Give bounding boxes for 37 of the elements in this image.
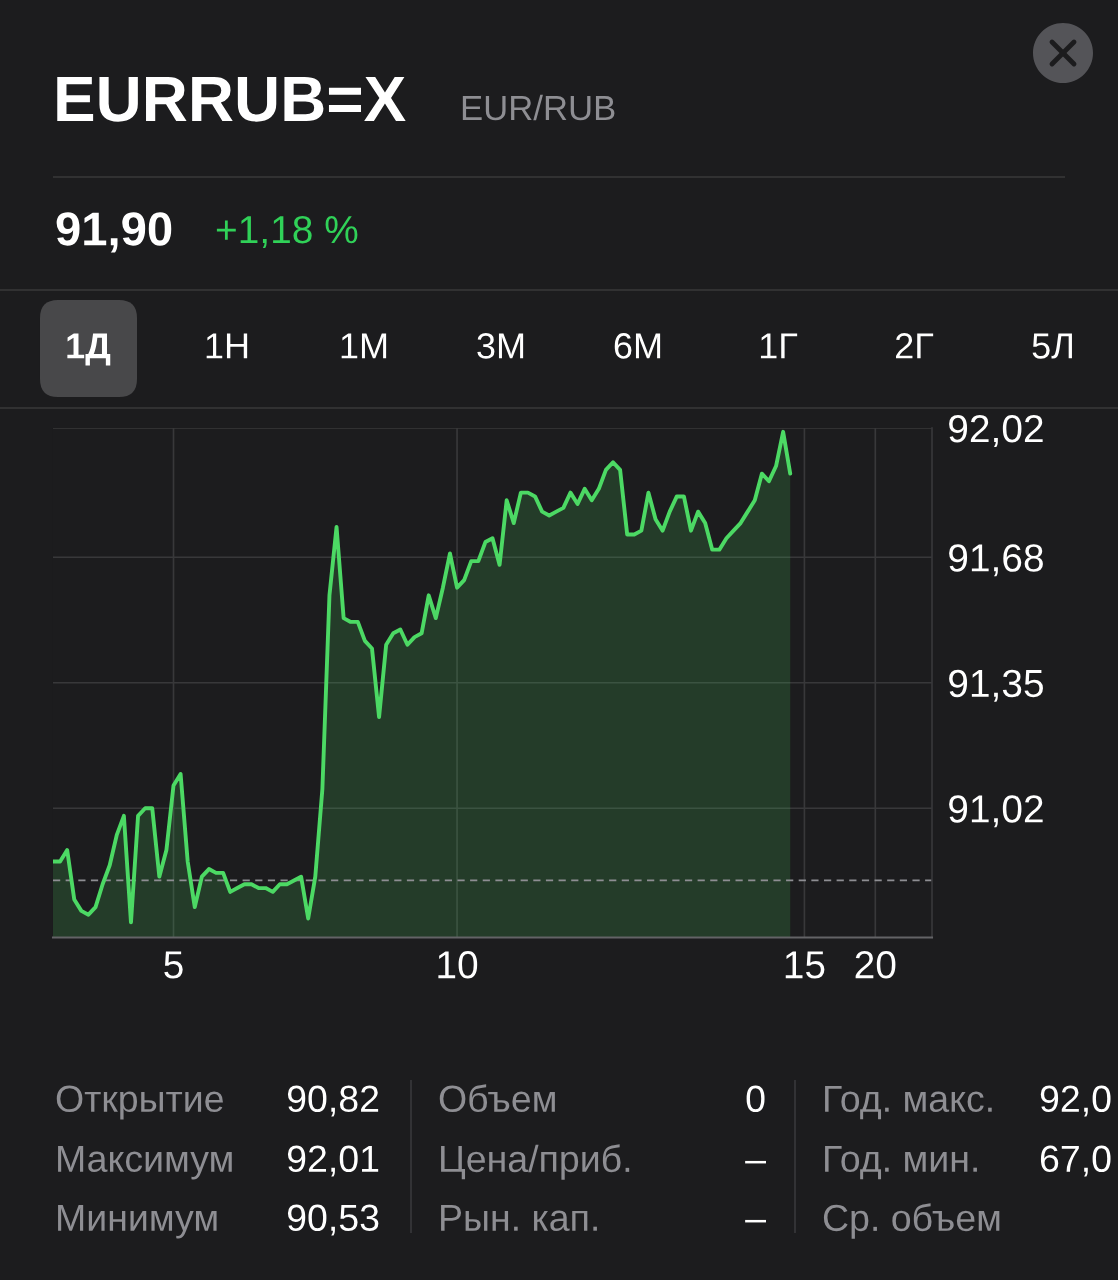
- x-tick-label: 20: [855, 951, 896, 979]
- text: 90,53: [287, 1204, 379, 1236]
- text: 1Н: [206, 333, 248, 359]
- chart-subtitle: EUR/RUB: [462, 94, 615, 121]
- y-tick-label: 91,68: [949, 544, 1043, 577]
- text: +1,18 %: [216, 215, 358, 249]
- text: 67,0: [1040, 1145, 1111, 1177]
- y-tick-label: 92,02: [949, 414, 1043, 448]
- text: 92,01: [287, 1145, 379, 1177]
- text: 90,82: [287, 1085, 379, 1117]
- text: Минимум: [58, 1204, 217, 1239]
- y-tick-label: 91,02: [949, 795, 1043, 828]
- text: –: [745, 1219, 766, 1223]
- x-tick-label: 15: [785, 951, 825, 979]
- text: 2Г: [896, 333, 934, 359]
- text: 1Г: [760, 333, 798, 359]
- text: 91,90: [56, 212, 172, 253]
- text: –: [745, 1160, 766, 1164]
- text: Объем: [439, 1084, 555, 1113]
- text: 1М: [341, 333, 387, 359]
- text: 0: [746, 1085, 765, 1113]
- x-tick-label: 5: [164, 951, 183, 979]
- text: 92,0: [1040, 1085, 1111, 1117]
- text: 1Д: [67, 333, 111, 366]
- text: Год. мин.: [825, 1145, 977, 1180]
- text: 3М: [477, 333, 524, 359]
- text: Рын. кап.: [441, 1204, 597, 1232]
- text: 6М: [614, 333, 661, 359]
- text: Максимум: [58, 1145, 232, 1180]
- chart-title: EURRUB=X: [57, 77, 406, 122]
- text: Ср. объем: [823, 1203, 1000, 1239]
- text: Год. макс.: [825, 1085, 992, 1120]
- y-tick-label: 91,35: [949, 669, 1043, 702]
- x-tick-label: 10: [438, 951, 478, 979]
- text: Открытие: [56, 1085, 223, 1120]
- text: Цена/приб.: [441, 1144, 630, 1180]
- text: 5Л: [1032, 333, 1072, 359]
